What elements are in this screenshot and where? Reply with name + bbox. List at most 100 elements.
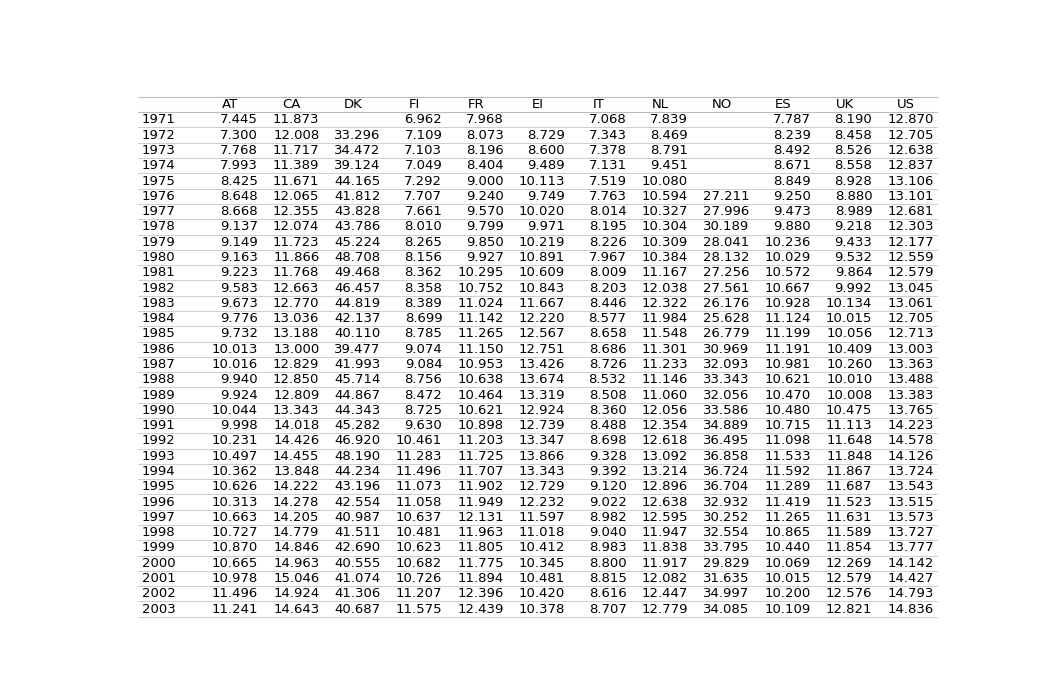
Text: 9.218: 9.218 bbox=[835, 221, 872, 233]
Text: 11.389: 11.389 bbox=[273, 159, 320, 172]
Text: 25.628: 25.628 bbox=[703, 312, 749, 325]
Text: 11.775: 11.775 bbox=[457, 557, 503, 570]
Text: 8.686: 8.686 bbox=[589, 342, 626, 356]
Text: 13.343: 13.343 bbox=[519, 465, 565, 478]
Text: 11.283: 11.283 bbox=[396, 450, 442, 463]
Text: 13.214: 13.214 bbox=[642, 465, 688, 478]
Text: 11.548: 11.548 bbox=[642, 327, 688, 340]
Text: 10.898: 10.898 bbox=[457, 419, 503, 432]
Text: 8.928: 8.928 bbox=[835, 175, 872, 187]
Text: UK: UK bbox=[836, 98, 854, 111]
Text: 7.839: 7.839 bbox=[650, 113, 688, 127]
Text: 10.475: 10.475 bbox=[826, 404, 872, 417]
Text: 11.533: 11.533 bbox=[764, 450, 811, 463]
Text: 13.347: 13.347 bbox=[519, 434, 565, 448]
Text: 13.674: 13.674 bbox=[519, 373, 565, 386]
Text: 27.211: 27.211 bbox=[703, 190, 749, 203]
Text: 12.177: 12.177 bbox=[887, 236, 934, 248]
Text: 11.167: 11.167 bbox=[642, 267, 688, 279]
Text: 14.779: 14.779 bbox=[273, 526, 320, 539]
Text: 11.631: 11.631 bbox=[826, 511, 872, 524]
Text: 11.902: 11.902 bbox=[457, 480, 503, 493]
Text: 7.292: 7.292 bbox=[404, 175, 442, 187]
Text: 11.707: 11.707 bbox=[457, 465, 503, 478]
Text: AT: AT bbox=[222, 98, 239, 111]
Text: 40.555: 40.555 bbox=[334, 557, 380, 570]
Text: 1994: 1994 bbox=[142, 465, 175, 478]
Text: 12.082: 12.082 bbox=[642, 572, 688, 585]
Text: 8.010: 8.010 bbox=[404, 221, 442, 233]
Text: 11.575: 11.575 bbox=[396, 603, 442, 616]
Text: 13.848: 13.848 bbox=[273, 465, 320, 478]
Text: 9.328: 9.328 bbox=[589, 450, 626, 463]
Text: 10.981: 10.981 bbox=[765, 358, 811, 371]
Text: 10.069: 10.069 bbox=[765, 557, 811, 570]
Text: 48.190: 48.190 bbox=[334, 450, 380, 463]
Text: 9.864: 9.864 bbox=[835, 267, 872, 279]
Text: 12.579: 12.579 bbox=[826, 572, 872, 585]
Text: 7.049: 7.049 bbox=[404, 159, 442, 172]
Text: 11.963: 11.963 bbox=[457, 526, 503, 539]
Text: 9.250: 9.250 bbox=[773, 190, 811, 203]
Text: 8.699: 8.699 bbox=[404, 312, 442, 325]
Text: 10.638: 10.638 bbox=[457, 373, 503, 386]
Text: 33.586: 33.586 bbox=[703, 404, 749, 417]
Text: 9.732: 9.732 bbox=[220, 327, 258, 340]
Text: 44.165: 44.165 bbox=[334, 175, 380, 187]
Text: 9.000: 9.000 bbox=[466, 175, 503, 187]
Text: 10.008: 10.008 bbox=[826, 388, 872, 402]
Text: 8.203: 8.203 bbox=[589, 282, 626, 294]
Text: 41.306: 41.306 bbox=[334, 587, 380, 601]
Text: 14.126: 14.126 bbox=[888, 450, 934, 463]
Text: 9.489: 9.489 bbox=[527, 159, 565, 172]
Text: 12.924: 12.924 bbox=[519, 404, 565, 417]
Text: 10.384: 10.384 bbox=[642, 251, 688, 264]
Text: 8.226: 8.226 bbox=[589, 236, 626, 248]
Text: 8.360: 8.360 bbox=[589, 404, 626, 417]
Text: 1972: 1972 bbox=[142, 129, 175, 142]
Text: 13.036: 13.036 bbox=[273, 312, 320, 325]
Text: 10.362: 10.362 bbox=[212, 465, 258, 478]
Text: 11.191: 11.191 bbox=[765, 342, 811, 356]
Text: 11.947: 11.947 bbox=[642, 526, 688, 539]
Text: 11.018: 11.018 bbox=[519, 526, 565, 539]
Text: 36.495: 36.495 bbox=[703, 434, 749, 448]
Text: 8.014: 8.014 bbox=[589, 205, 626, 218]
Text: 8.558: 8.558 bbox=[835, 159, 872, 172]
Text: 29.829: 29.829 bbox=[703, 557, 749, 570]
Text: 12.074: 12.074 bbox=[273, 221, 320, 233]
Text: 1977: 1977 bbox=[142, 205, 175, 218]
Text: 44.343: 44.343 bbox=[334, 404, 380, 417]
Text: 14.455: 14.455 bbox=[273, 450, 320, 463]
Text: 41.993: 41.993 bbox=[334, 358, 380, 371]
Text: 34.889: 34.889 bbox=[703, 419, 749, 432]
Text: 8.756: 8.756 bbox=[404, 373, 442, 386]
Text: 10.236: 10.236 bbox=[765, 236, 811, 248]
Text: 9.240: 9.240 bbox=[466, 190, 503, 203]
Text: 14.222: 14.222 bbox=[273, 480, 320, 493]
Text: 8.726: 8.726 bbox=[589, 358, 626, 371]
Text: 10.594: 10.594 bbox=[642, 190, 688, 203]
Text: 11.648: 11.648 bbox=[826, 434, 872, 448]
Text: 7.967: 7.967 bbox=[589, 251, 626, 264]
Text: 13.106: 13.106 bbox=[888, 175, 934, 187]
Text: 8.458: 8.458 bbox=[835, 129, 872, 142]
Text: 10.870: 10.870 bbox=[212, 541, 258, 555]
Text: 14.205: 14.205 bbox=[273, 511, 320, 524]
Text: 34.472: 34.472 bbox=[334, 144, 380, 157]
Text: 10.013: 10.013 bbox=[212, 342, 258, 356]
Text: 11.024: 11.024 bbox=[457, 296, 503, 310]
Text: 1976: 1976 bbox=[142, 190, 175, 203]
Text: 31.635: 31.635 bbox=[703, 572, 749, 585]
Text: 11.419: 11.419 bbox=[765, 496, 811, 509]
Text: 9.799: 9.799 bbox=[466, 221, 503, 233]
Text: 11.496: 11.496 bbox=[396, 465, 442, 478]
Text: 10.727: 10.727 bbox=[212, 526, 258, 539]
Text: 10.015: 10.015 bbox=[765, 572, 811, 585]
Text: 10.953: 10.953 bbox=[457, 358, 503, 371]
Text: 2003: 2003 bbox=[142, 603, 175, 616]
Text: 26.176: 26.176 bbox=[703, 296, 749, 310]
Text: 1975: 1975 bbox=[142, 175, 175, 187]
Text: 8.404: 8.404 bbox=[466, 159, 503, 172]
Text: 11.301: 11.301 bbox=[642, 342, 688, 356]
